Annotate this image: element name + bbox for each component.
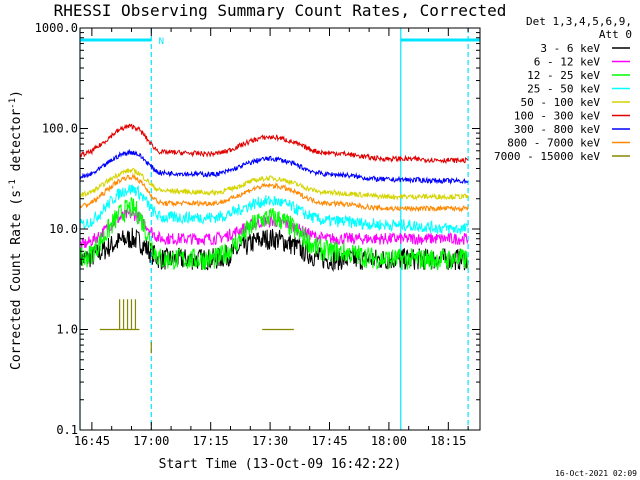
legend-header: Att 0	[599, 28, 632, 41]
legend-entry-label: 6 - 12 keV	[534, 56, 601, 69]
legend-entry-label: 12 - 25 keV	[527, 69, 600, 82]
x-tick-label: 18:15	[430, 434, 466, 448]
legend-entry-label: 25 - 50 keV	[527, 83, 600, 96]
legend-entry-label: 100 - 300 keV	[514, 110, 600, 123]
y-axis-label-part3: )	[9, 90, 24, 98]
y-tick-label: 0.1	[56, 423, 78, 437]
series-25-50-kev	[79, 184, 469, 236]
y-tick-label: 10.0	[49, 222, 78, 236]
series-12-25-kev	[79, 197, 469, 271]
chart-title: RHESSI Observing Summary Count Rates, Co…	[54, 1, 507, 20]
axes: 0.1 1.0 10.0 100.0 1000.0 16:45 17:00 17:15 17:3…	[35, 21, 481, 448]
y-axis-label-sup2: -1	[8, 98, 18, 109]
y-axis-label-part1: Corrected Count Rate (s	[9, 190, 24, 370]
timestamp: 16-Oct-2021 02:09	[555, 469, 637, 478]
series-800-7000-kev	[79, 172, 469, 213]
x-tick-label: 16:45	[74, 434, 110, 448]
y-tick-label: 100.0	[42, 122, 78, 136]
x-tick-label: 17:30	[252, 434, 288, 448]
night-marker-label: N	[159, 37, 164, 47]
legend-header: Det 1,3,4,5,6,9,	[526, 15, 632, 28]
y-tick-label: 1000.0	[35, 21, 78, 35]
x-tick-label: 17:15	[193, 434, 229, 448]
y-axis-label-part2: detector	[9, 109, 24, 180]
series-100-300-kev	[79, 123, 469, 165]
legend-entry-label: 300 - 800 keV	[514, 123, 600, 136]
x-tick-label: 18:00	[371, 434, 407, 448]
series-300-800-kev	[79, 148, 469, 185]
plot-area: N	[79, 28, 480, 430]
x-axis-label: Start Time (13-Oct-09 16:42:22)	[159, 457, 402, 472]
x-tick-label: 17:00	[133, 434, 169, 448]
series-50-100-kev	[79, 167, 469, 201]
legend-entry-label: 800 - 7000 keV	[507, 137, 600, 150]
y-axis-label: Corrected Count Rate (s-1 detector-1)	[8, 90, 24, 370]
series-7000-15000-kev	[99, 299, 294, 354]
y-axis-label-sup1: -1	[8, 179, 18, 190]
series-3-6-kev	[79, 227, 469, 273]
legend-entry-label: 7000 - 15000 keV	[494, 150, 600, 163]
x-tick-label: 17:45	[311, 434, 347, 448]
y-tick-label: 1.0	[56, 323, 78, 337]
legend-entry-label: 50 - 100 keV	[521, 96, 601, 109]
legend-entry-label: 3 - 6 keV	[540, 42, 600, 55]
